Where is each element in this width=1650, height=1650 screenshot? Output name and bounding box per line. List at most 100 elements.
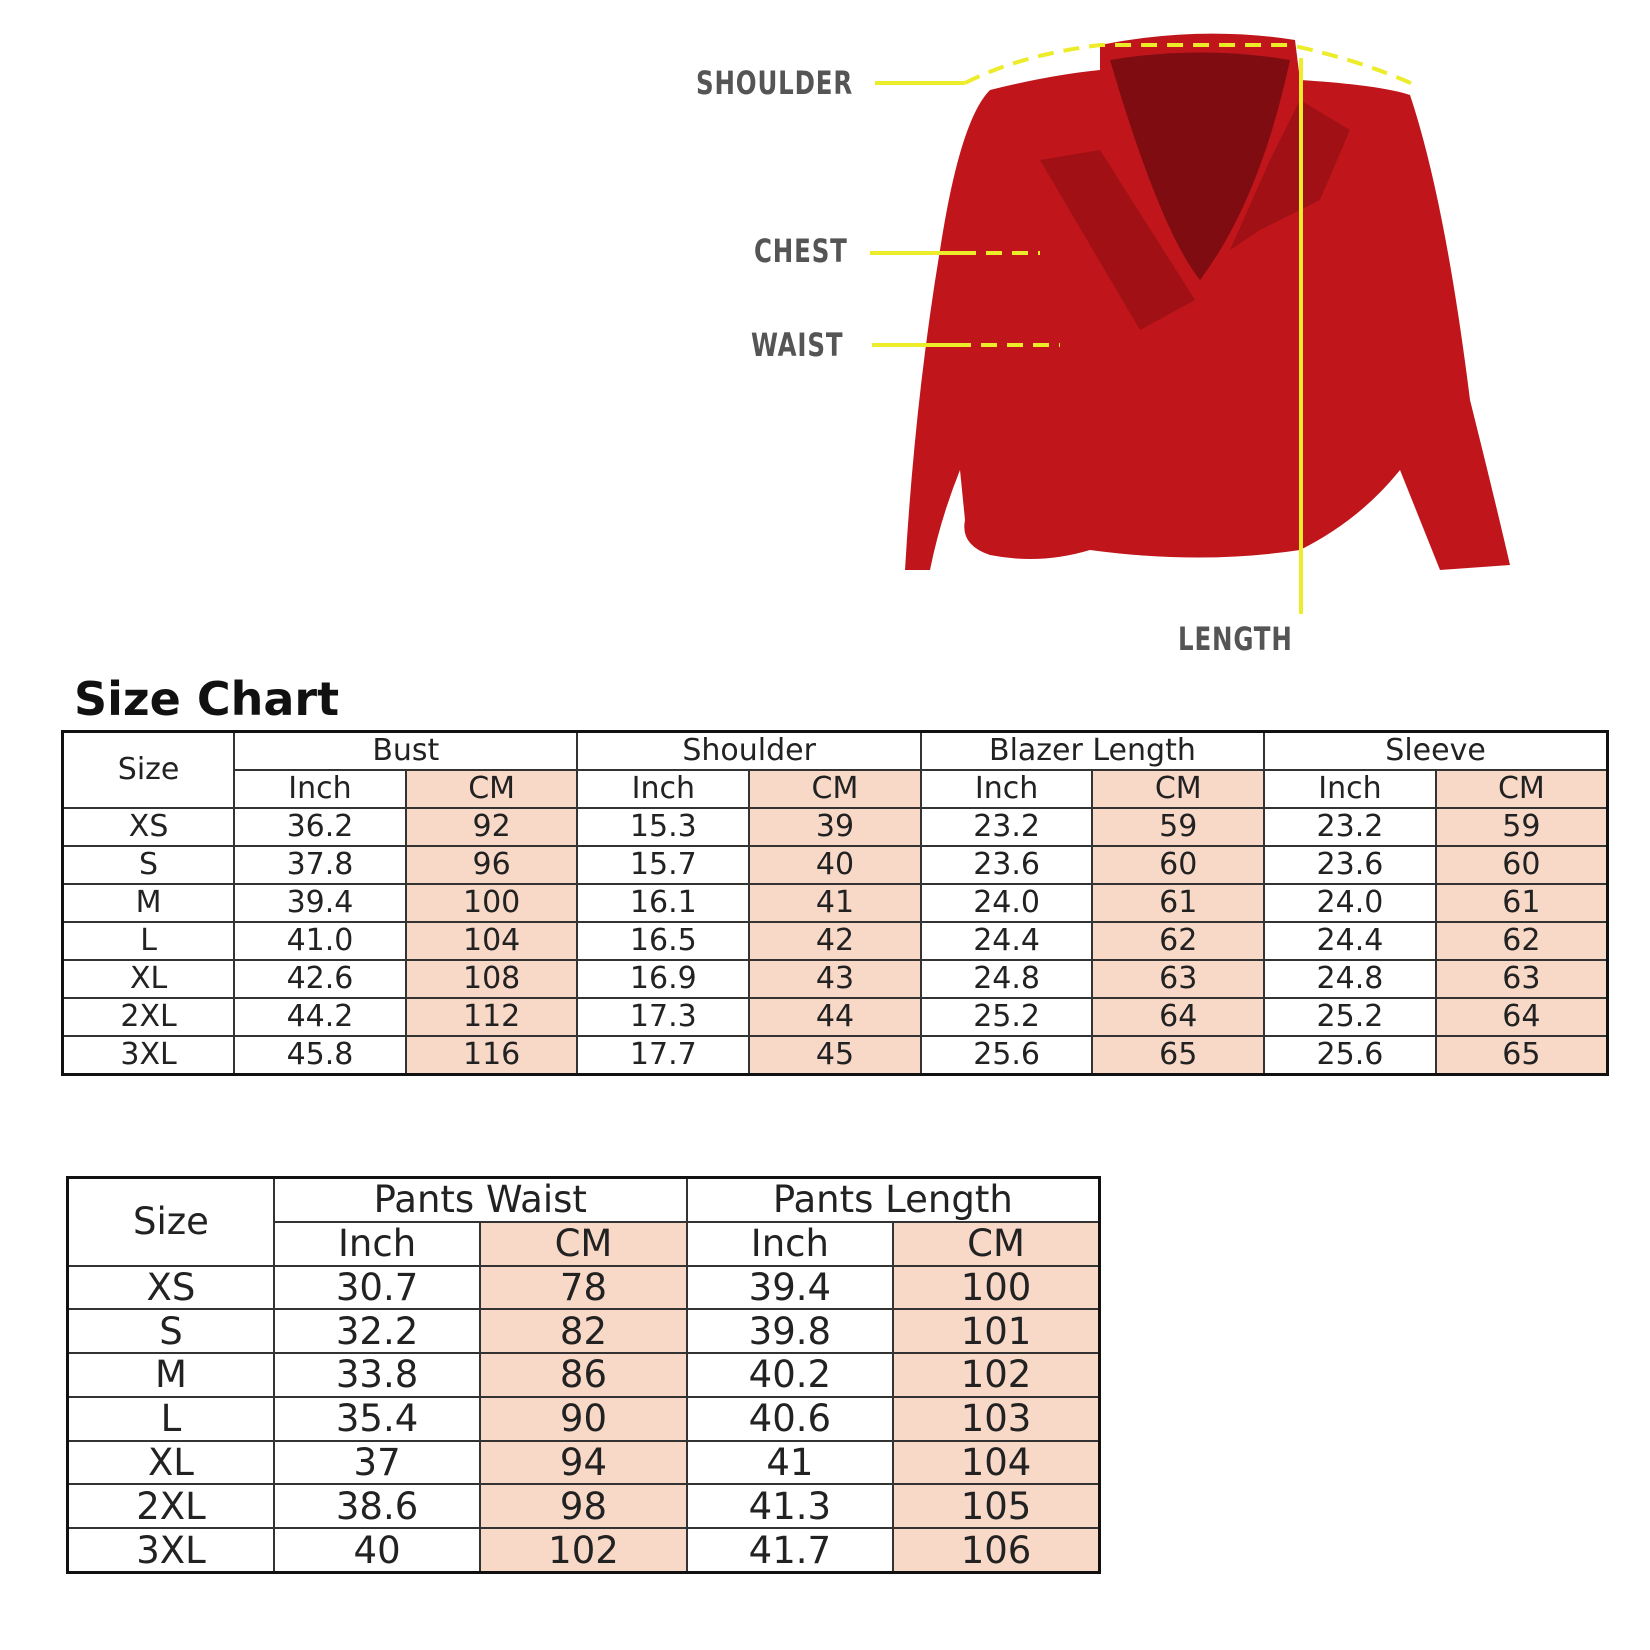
value-cell: 33.8 — [272, 1352, 482, 1398]
value-cell: 37.8 — [233, 845, 407, 885]
size-row: XS 36.2 92 15.3 39 23.2 59 23.2 59 — [61, 807, 1609, 847]
chest-label: CHEST — [754, 232, 848, 270]
value-cell: 24.4 — [1263, 920, 1437, 961]
value-cell: 17.3 — [576, 996, 751, 1037]
value-cell: 15.7 — [576, 845, 751, 885]
size-row: 3XL 40 102 41.7 106 — [66, 1527, 1101, 1574]
value-cell: 25.6 — [1263, 1034, 1437, 1076]
value-cell: 30.7 — [272, 1264, 482, 1311]
value-cell: 40.2 — [685, 1352, 895, 1398]
value-cell: 108 — [404, 958, 579, 999]
group-header: Pants Waist — [272, 1176, 688, 1223]
value-cell: 65 — [1434, 1034, 1609, 1076]
value-cell: 32.2 — [272, 1308, 482, 1355]
value-cell: 82 — [479, 1308, 688, 1355]
value-cell: 61 — [1434, 882, 1609, 923]
value-cell: 41 — [748, 882, 922, 923]
group-header: Bust — [233, 730, 579, 772]
size-row: 2XL 44.2 112 17.3 44 25.2 64 25.2 64 — [61, 996, 1609, 1037]
value-cell: 25.2 — [919, 996, 1094, 1037]
value-cell: 78 — [479, 1264, 688, 1311]
value-cell: 16.5 — [576, 920, 751, 961]
shoulder-label: SHOULDER — [696, 64, 854, 102]
unit-header: CM — [748, 769, 922, 810]
value-cell: 44.2 — [233, 996, 407, 1037]
size-cell: M — [66, 1352, 275, 1398]
pants-size-table: Size Pants Waist Pants Length Inch CM Inch CM X… — [66, 1176, 1101, 1574]
value-cell: 106 — [892, 1527, 1101, 1574]
title: Size Chart — [74, 672, 340, 726]
value-cell: 41 — [685, 1439, 895, 1486]
value-cell: 41.0 — [233, 920, 407, 961]
size-cell: M — [61, 882, 236, 923]
value-cell: 37 — [272, 1439, 482, 1486]
value-cell: 102 — [892, 1352, 1101, 1398]
jacket-diagram — [870, 33, 1510, 614]
value-cell: 61 — [1091, 882, 1266, 923]
group-header: Blazer Length — [919, 730, 1266, 772]
value-cell: 42 — [748, 920, 922, 961]
value-cell: 24.4 — [919, 920, 1094, 961]
value-cell: 35.4 — [272, 1395, 482, 1442]
value-cell: 100 — [404, 882, 579, 923]
size-row: 3XL 45.8 116 17.7 45 25.6 65 25.6 65 — [61, 1034, 1609, 1076]
value-cell: 104 — [404, 920, 579, 961]
size-cell: XS — [61, 807, 236, 847]
size-row: 2XL 38.6 98 41.3 105 — [66, 1483, 1101, 1530]
unit-header: Inch — [576, 769, 751, 810]
measure-lines — [870, 43, 1416, 614]
value-cell: 105 — [892, 1483, 1101, 1530]
value-cell: 45.8 — [233, 1034, 407, 1076]
unit-header: Inch — [233, 769, 407, 810]
value-cell: 39 — [748, 807, 922, 847]
size-row: L 35.4 90 40.6 103 — [66, 1395, 1101, 1442]
value-cell: 16.9 — [576, 958, 751, 999]
unit-header-row: Inch CM Inch CM — [68, 1220, 1101, 1267]
value-cell: 23.2 — [919, 807, 1094, 847]
value-cell: 15.3 — [576, 807, 751, 847]
value-cell: 43 — [748, 958, 922, 999]
unit-header: Inch — [685, 1220, 895, 1267]
value-cell: 100 — [892, 1264, 1101, 1311]
value-cell: 65 — [1091, 1034, 1266, 1076]
blazer-size-table: Size Bust Shoulder Blazer Length Sleeve Inch C… — [61, 730, 1609, 1076]
value-cell: 60 — [1434, 845, 1609, 885]
value-cell: 16.1 — [576, 882, 751, 923]
value-cell: 44 — [748, 996, 922, 1037]
value-cell: 64 — [1091, 996, 1266, 1037]
unit-header: Inch — [919, 769, 1094, 810]
value-cell: 38.6 — [272, 1483, 482, 1530]
waist-label: WAIST — [751, 326, 844, 364]
size-cell: XL — [66, 1439, 275, 1486]
value-cell: 17.7 — [576, 1034, 751, 1076]
value-cell: 86 — [479, 1352, 688, 1398]
unit-header: CM — [1434, 769, 1609, 810]
size-cell: S — [66, 1308, 275, 1355]
value-cell: 60 — [1091, 845, 1266, 885]
size-row: M 39.4 100 16.1 41 24.0 61 24.0 61 — [61, 882, 1609, 923]
value-cell: 24.0 — [1263, 882, 1437, 923]
group-header: Shoulder — [576, 730, 922, 772]
value-cell: 40 — [748, 845, 922, 885]
value-cell: 36.2 — [233, 807, 407, 847]
unit-header: Inch — [1263, 769, 1437, 810]
value-cell: 63 — [1091, 958, 1266, 999]
value-cell: 40.6 — [685, 1395, 895, 1442]
value-cell: 98 — [479, 1483, 688, 1530]
unit-header-row: Inch CM Inch CM Inch CM Inch CM — [63, 769, 1609, 810]
value-cell: 41.7 — [685, 1527, 895, 1574]
unit-header: CM — [892, 1220, 1101, 1267]
size-row: L 41.0 104 16.5 42 24.4 62 24.4 62 — [61, 920, 1609, 961]
value-cell: 24.0 — [919, 882, 1094, 923]
value-cell: 39.8 — [685, 1308, 895, 1355]
size-cell: 3XL — [61, 1034, 236, 1076]
size-row: S 37.8 96 15.7 40 23.6 60 23.6 60 — [61, 845, 1609, 885]
value-cell: 39.4 — [233, 882, 407, 923]
value-cell: 40 — [272, 1527, 482, 1574]
value-cell: 112 — [404, 996, 579, 1037]
size-row: XS 30.7 78 39.4 100 — [66, 1264, 1101, 1311]
value-cell: 41.3 — [685, 1483, 895, 1530]
value-cell: 63 — [1434, 958, 1609, 999]
unit-header: Inch — [272, 1220, 482, 1267]
